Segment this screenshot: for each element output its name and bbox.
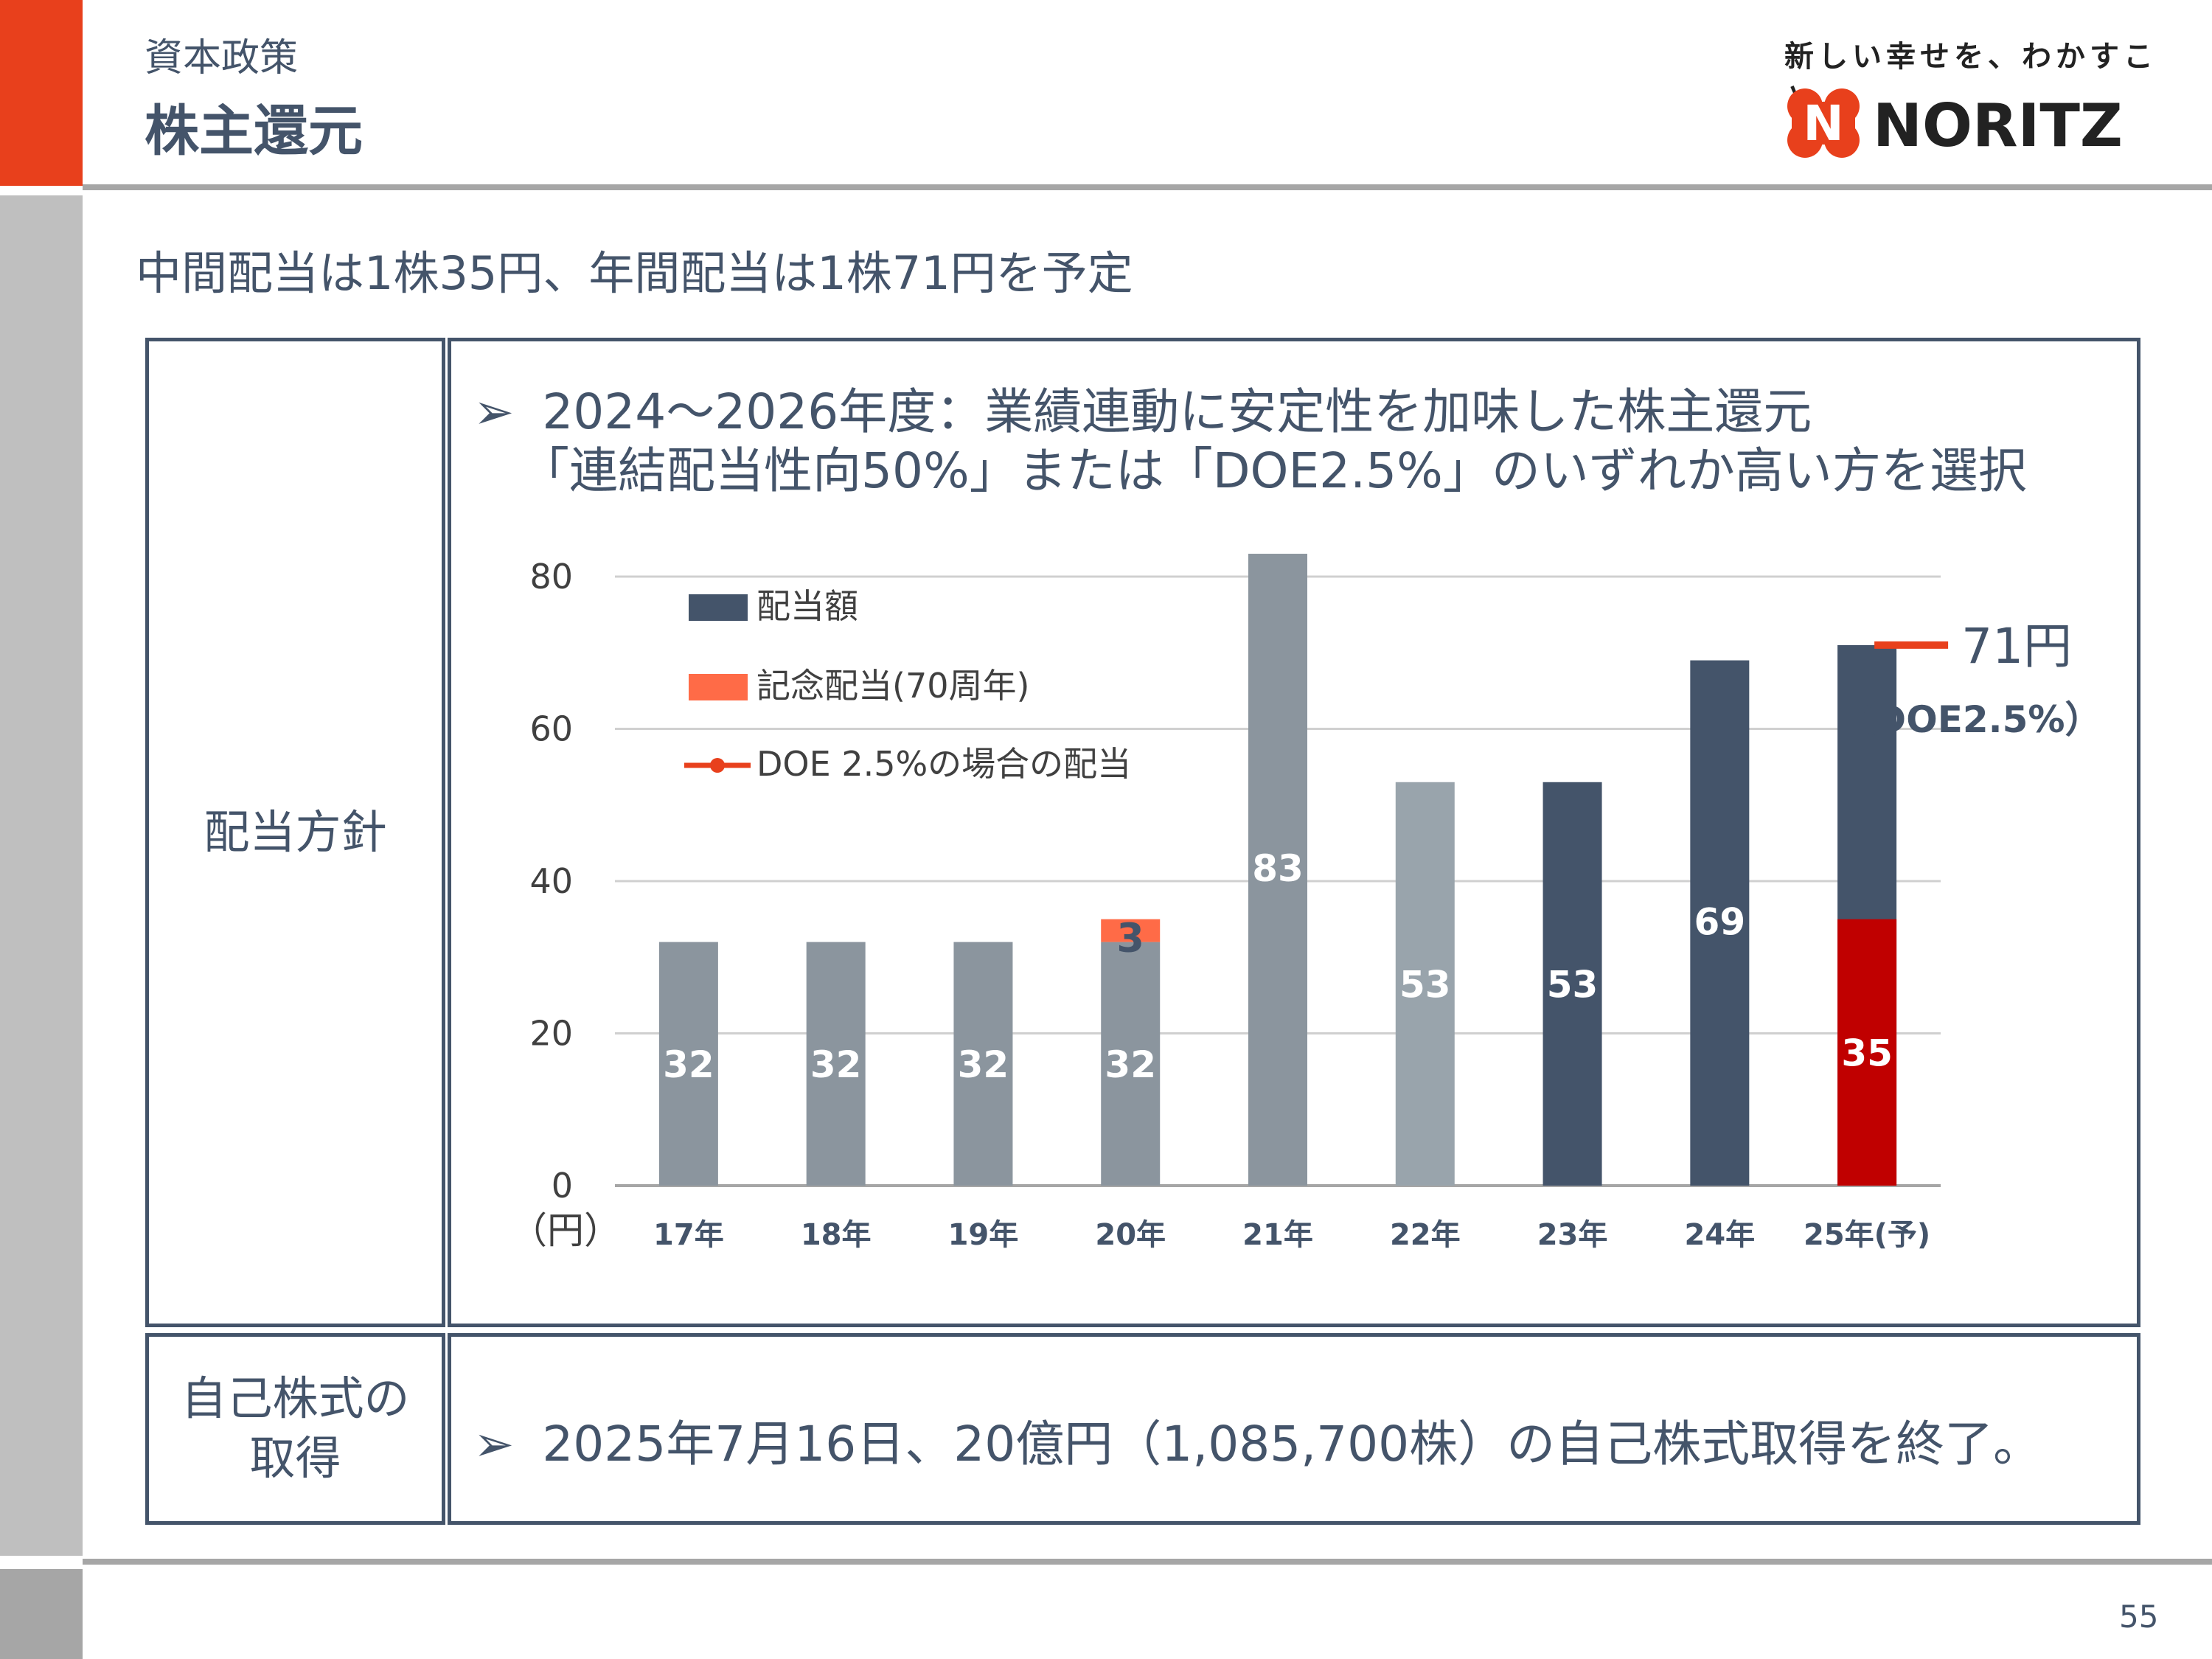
legend-marker	[710, 758, 725, 773]
doe-annotation: 71円 （DOE2.5%）	[1839, 618, 2102, 741]
bar-dividend	[1248, 554, 1307, 1186]
legend-label: 記念配当(70周年)	[757, 666, 1029, 706]
chart-bars: 32 32 32 3 32 83 53 53 69 35	[658, 554, 1897, 1186]
bar-value-label: 53	[1399, 963, 1451, 1006]
page-title: 株主還元	[145, 100, 363, 163]
bullet-arrow-icon: ➢	[473, 383, 515, 440]
bar-value-label: 35	[1841, 1032, 1893, 1074]
doe-value-label: 71円	[1961, 618, 2072, 675]
x-tick-label: 17年	[653, 1218, 724, 1252]
policy-line-2: 「連結配当性向50%」または「DOE2.5%」のいずれか高い方を選択	[521, 442, 2027, 499]
bar-value-label: 83	[1252, 847, 1304, 890]
bar-interim-dividend	[1837, 919, 1897, 1186]
x-tick-label: 22年	[1390, 1218, 1461, 1252]
commemorative-label: 3	[1116, 915, 1144, 961]
policy-label: 配当方針	[204, 804, 387, 859]
bar-dividend	[1543, 782, 1602, 1186]
logo-wordmark: NORITZ	[1873, 91, 2123, 159]
x-tick-label: 21年	[1242, 1218, 1313, 1252]
accent-bar	[0, 0, 83, 186]
side-bar	[0, 195, 83, 1556]
legend-label: 配当額	[757, 586, 858, 626]
y-tick-label: 80	[529, 557, 573, 597]
bar-dividend	[806, 942, 866, 1186]
y-tick-label: 0	[552, 1166, 573, 1206]
y-tick-label: 40	[529, 861, 573, 901]
page-number: 55	[2119, 1599, 2159, 1635]
y-axis: 0 20 40 60 80 （円）	[510, 557, 621, 1252]
section-label: 資本政策	[145, 36, 299, 80]
legend-swatch	[689, 674, 748, 700]
bar-dividend	[953, 942, 1013, 1186]
header-divider	[83, 184, 2212, 190]
bar-dividend	[1101, 942, 1161, 1186]
buyback-content-cell	[448, 1333, 2140, 1525]
x-tick-label: 19年	[948, 1218, 1019, 1252]
bar-value-label: 32	[958, 1043, 1009, 1086]
bar-dividend	[1690, 660, 1750, 1186]
x-axis: 17年 18年 19年 20年 21年 22年 23年 24年 25年(予)	[653, 1218, 1930, 1252]
side-bar-footer	[0, 1569, 83, 1659]
legend-swatch	[689, 594, 748, 621]
buyback-label-cell	[145, 1333, 445, 1525]
bar-value-label: 32	[663, 1043, 714, 1086]
svg-text:N: N	[1803, 95, 1843, 152]
bar-value-label: 53	[1547, 963, 1599, 1006]
bar-value-label: 32	[810, 1043, 862, 1086]
x-tick-label: 18年	[801, 1218, 872, 1252]
buyback-label: 自己株式の 取得	[181, 1371, 410, 1485]
x-tick-label: 24年	[1684, 1218, 1755, 1252]
footer-divider	[83, 1559, 2212, 1565]
bar-commemorative	[1101, 919, 1161, 942]
noritz-logo: N NORITZ	[1787, 88, 2123, 159]
headline: 中間配当は1株35円、年間配当は1株71円を予定	[136, 246, 1133, 300]
buyback-text: ➢ 2025年7月16日、20億円（1,085,700株）の自己株式取得を終了。	[473, 1416, 2042, 1472]
bar-dividend	[1395, 782, 1455, 1186]
bar-value-label: 32	[1105, 1043, 1156, 1086]
bar-value-label: 69	[1694, 900, 1746, 943]
policy-label-cell	[145, 338, 445, 1327]
logo-mark-icon: N	[1787, 88, 1860, 158]
bar-dividend	[658, 942, 718, 1186]
x-tick-label: 20年	[1095, 1218, 1166, 1252]
doe-note-label: （DOE2.5%）	[1839, 698, 2102, 741]
policy-line-1: ➢ 2024～2026年度：業績連動に安定性を加味した株主還元	[473, 383, 1812, 440]
x-tick-label: 25年(予)	[1804, 1218, 1930, 1252]
bullet-arrow-icon: ➢	[473, 1416, 515, 1472]
y-tick-label: 20	[529, 1014, 573, 1054]
x-tick-label: 23年	[1537, 1218, 1608, 1252]
legend-label: DOE 2.5%の場合の配当	[757, 744, 1131, 784]
y-tick-label: 60	[529, 709, 573, 749]
y-unit-label: （円）	[510, 1209, 621, 1252]
